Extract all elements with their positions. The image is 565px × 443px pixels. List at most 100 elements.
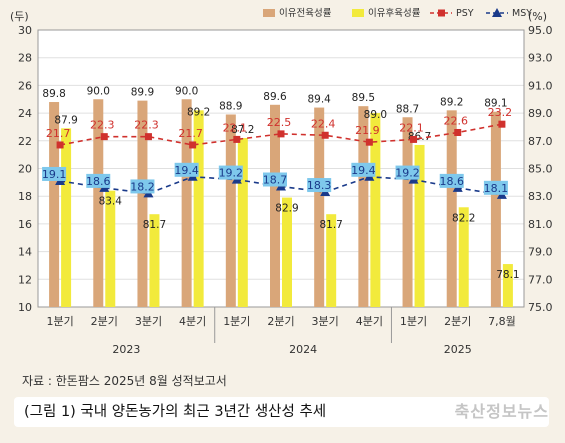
- bar-weaning-pre: [181, 99, 192, 307]
- msy-label-box: [439, 173, 464, 188]
- bar-weaning-pre: [225, 114, 236, 307]
- msy-label-box: [42, 166, 67, 181]
- msy-label-box: [263, 172, 287, 187]
- marker-psy: [100, 133, 108, 141]
- y-right-tick-label: 95.0: [528, 24, 553, 37]
- psy-label: 22.3: [134, 119, 159, 132]
- y-right-tick-label: 79.0: [528, 246, 553, 259]
- legend-marker-psy: [438, 9, 445, 17]
- x-tick-label: 7,8월: [488, 315, 516, 328]
- legend-label-msy: MSY: [512, 8, 532, 19]
- x-tick-label: 2분기: [267, 315, 294, 328]
- psy-label: 22.4: [311, 117, 336, 130]
- bar-weaning-pre: [446, 110, 457, 307]
- year-label: 2025: [444, 343, 472, 356]
- x-tick-label: 3분기: [312, 315, 339, 328]
- marker-psy: [189, 141, 197, 149]
- x-tick-label: 4분기: [179, 315, 206, 328]
- msy-label: 18.3: [307, 179, 332, 192]
- bar-weaning-pre-label: 89.2: [440, 96, 463, 108]
- year-label: 2023: [112, 343, 140, 356]
- marker-psy: [498, 120, 506, 128]
- msy-label: 19.4: [174, 164, 199, 177]
- y-left-tick-label: 22: [18, 135, 32, 148]
- x-tick-label: 1분기: [223, 315, 250, 328]
- msy-label: 18.7: [263, 174, 288, 187]
- marker-psy: [410, 135, 418, 143]
- legend-swatch-post: [352, 9, 364, 17]
- msy-label: 19.2: [219, 167, 244, 180]
- bar-weaning-post: [105, 190, 116, 307]
- year-label: 2024: [289, 343, 317, 356]
- bar-weaning-pre-label: 88.9: [219, 100, 242, 112]
- bar-weaning-post: [370, 113, 381, 307]
- msy-label: 18.6: [86, 175, 111, 188]
- marker-psy: [365, 138, 373, 146]
- psy-label: 22.1: [223, 121, 248, 134]
- marker-psy: [321, 131, 329, 139]
- marker-psy: [277, 130, 285, 138]
- bar-weaning-post-label: 87.2: [231, 124, 254, 136]
- msy-label-box: [130, 179, 155, 194]
- x-tick-label: 1분기: [46, 315, 73, 328]
- plot-border: [37, 29, 525, 308]
- bar-weaning-pre: [49, 102, 60, 308]
- y-left-tick-label: 30: [18, 24, 32, 37]
- bar-weaning-pre-label: 90.0: [175, 85, 198, 97]
- bar-weaning-post: [502, 264, 513, 307]
- bar-weaning-pre: [314, 107, 325, 307]
- bar-weaning-pre: [93, 99, 104, 307]
- bar-weaning-post-label: 81.7: [143, 219, 166, 231]
- y-left-tick-label: 12: [18, 273, 32, 286]
- bar-weaning-pre-label: 89.8: [42, 88, 65, 100]
- y-left-tick-label: 24: [18, 107, 32, 120]
- y-left-tick-label: 26: [18, 79, 32, 92]
- bar-weaning-post-label: 89.0: [364, 109, 387, 121]
- legend-label-psy: PSY: [456, 8, 474, 19]
- msy-label-box: [86, 173, 111, 188]
- bar-weaning-pre: [137, 100, 148, 307]
- x-tick-label: 1분기: [400, 315, 427, 328]
- msy-label-box: [351, 162, 376, 177]
- msy-label: 18.6: [439, 175, 464, 188]
- y-left-tick-label: 28: [18, 52, 32, 65]
- marker-psy: [56, 141, 64, 149]
- y-right-tick-label: 75.0: [528, 301, 553, 314]
- bar-weaning-post-label: 81.7: [319, 219, 342, 231]
- msy-label-box: [218, 165, 243, 180]
- bar-weaning-post: [326, 214, 337, 307]
- y-left-unit: (두): [10, 10, 29, 23]
- bar-weaning-pre-label: 90.0: [87, 85, 110, 97]
- bar-weaning-post-label: 87.9: [54, 114, 77, 126]
- bar-weaning-post: [61, 128, 72, 307]
- y-right-tick-label: 77.0: [528, 273, 553, 286]
- figure-caption: (그림 1) 국내 양돈농가의 최근 3년간 생산성 추세: [14, 397, 549, 427]
- bar-weaning-post-label: 89.2: [187, 106, 210, 118]
- y-right-tick-label: 85.0: [528, 163, 553, 176]
- bar-weaning-pre: [270, 104, 280, 307]
- bar-weaning-post-label: 78.1: [496, 269, 519, 281]
- marker-psy: [144, 133, 152, 141]
- psy-label: 21.7: [178, 127, 203, 140]
- msy-label: 19.2: [395, 167, 420, 180]
- y-right-tick-label: 87.0: [528, 135, 553, 148]
- bar-weaning-pre: [358, 106, 369, 307]
- y-left-tick-label: 18: [18, 190, 32, 203]
- msy-label: 19.1: [42, 168, 67, 181]
- watermark-logo: 축산정보뉴스: [454, 402, 549, 421]
- y-right-tick-label: 89.0: [528, 107, 553, 120]
- x-tick-label: 3분기: [135, 315, 162, 328]
- bar-weaning-pre: [402, 117, 413, 307]
- bar-weaning-pre-label: 89.6: [263, 91, 287, 103]
- y-right-tick-label: 83.0: [528, 190, 553, 203]
- bar-weaning-post-label: 82.2: [452, 212, 475, 224]
- bar-weaning-post-label: 82.9: [275, 203, 298, 215]
- bar-weaning-pre-label: 89.4: [307, 94, 331, 106]
- msy-label-box: [483, 180, 508, 195]
- y-right-tick-label: 93.0: [528, 52, 553, 65]
- legend-label-pre: 이유전육성률: [279, 8, 332, 19]
- msy-label: 18.1: [484, 182, 509, 195]
- psy-label: 22.3: [90, 119, 115, 132]
- psy-label: 22.1: [399, 121, 424, 134]
